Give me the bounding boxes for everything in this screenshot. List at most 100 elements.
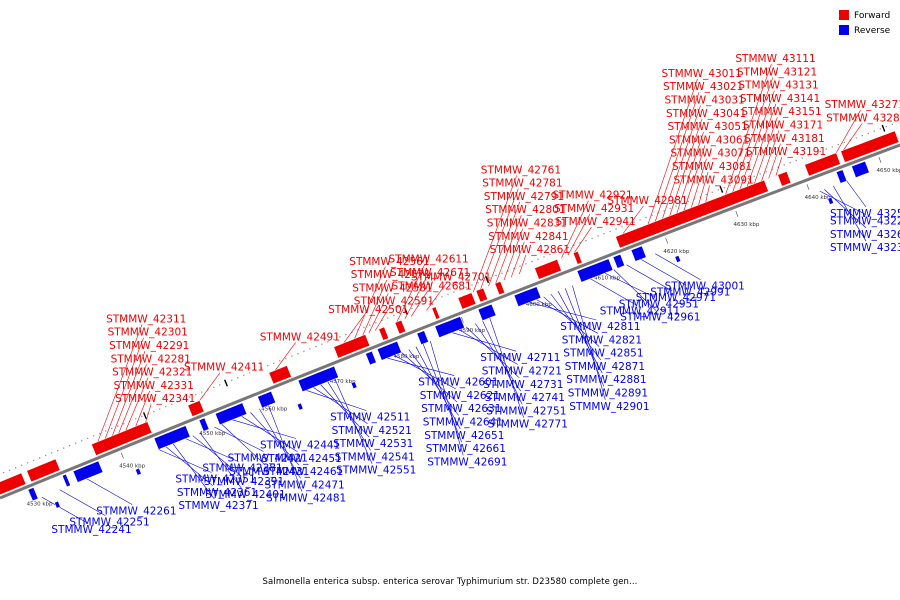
- ring-dot: [201, 391, 203, 393]
- gene-leader-line: [819, 190, 867, 215]
- gene-leader-line: [572, 285, 606, 400]
- forward-gene-label: STMMW_42491: [260, 331, 340, 343]
- forward-gene-label: STMMW_42291: [109, 340, 189, 352]
- scale-tick-label: 4530 kbp: [27, 501, 53, 507]
- forward-gene-label: STMMW_42281: [111, 353, 191, 365]
- scale-tick-label: 4570 kbp: [330, 379, 356, 385]
- gene-blocks: [0, 130, 900, 509]
- ring-dot: [441, 296, 443, 298]
- reverse-gene-block: [416, 330, 429, 345]
- forward-gene-block: [534, 259, 562, 280]
- ring-dot: [867, 132, 869, 135]
- reverse-gene-block: [513, 286, 542, 307]
- reverse-gene-label: STMMW_42511: [330, 412, 410, 424]
- forward-gene-block: [431, 306, 441, 320]
- ring-dot: [843, 141, 845, 144]
- forward-gene-label: STMMW_43111: [735, 53, 815, 65]
- forward-gene-label: STMMW_42301: [108, 327, 188, 339]
- gene-leader-line: [118, 364, 147, 434]
- reverse-gene-block: [153, 425, 191, 450]
- scale-tick-label: 4650 kbp: [877, 168, 900, 174]
- gene-leader-line: [158, 449, 212, 473]
- ring-dot: [375, 322, 377, 324]
- reverse-gene-block: [827, 197, 834, 205]
- ring-dot: [189, 396, 191, 398]
- ring-dot: [435, 298, 437, 300]
- reverse-gene-label: STMMW_42351: [175, 474, 255, 486]
- forward-gene-label: STMMW_42701: [411, 271, 491, 283]
- gene-leader-line: [422, 343, 462, 443]
- legend-forward-label: Forward: [854, 11, 890, 21]
- forward-gene-label: STMMW_43151: [741, 106, 821, 118]
- ring-dot: [885, 125, 887, 128]
- reverse-gene-label: STMMW_42451: [262, 453, 342, 465]
- reverse-gene-block: [198, 417, 210, 432]
- ring-dot: [15, 467, 17, 469]
- ring-dot: [333, 338, 335, 341]
- reverse-gene-block: [365, 350, 377, 366]
- ring-dot: [387, 317, 389, 319]
- ring-dot: [27, 462, 29, 464]
- ring-marker: [485, 276, 490, 284]
- ring-dot: [669, 207, 671, 210]
- gene-leader-line: [567, 213, 591, 256]
- reverse-gene-label: STMMW_42741: [485, 392, 565, 404]
- reverse-gene-label: STMMW_42961: [620, 312, 700, 324]
- ring-dot: [279, 360, 281, 362]
- forward-gene-block: [378, 326, 389, 341]
- reverse-gene-block: [376, 340, 402, 361]
- gene-leader-line: [408, 349, 459, 416]
- ring-dot: [171, 403, 173, 405]
- gene-leader-line: [768, 143, 781, 179]
- reverse-gene-label: STMMW_42851: [563, 348, 643, 360]
- gene-leader-line: [430, 341, 464, 456]
- reverse-gene-label: STMMW_42881: [566, 374, 646, 386]
- ring-dot: [261, 367, 263, 369]
- forward-gene-label: STMMW_42981: [607, 195, 687, 207]
- gene-leader-line: [475, 323, 521, 392]
- ring-dot: [411, 307, 413, 310]
- ring-dot: [525, 263, 527, 265]
- ring-dot: [855, 137, 857, 139]
- forward-gene-label: STMMW_42791: [484, 191, 564, 203]
- forward-gene-block: [777, 171, 792, 187]
- forward-gene-label: STMMW_42561: [349, 256, 429, 268]
- ring-dot: [63, 447, 65, 449]
- forward-gene-label: STMMW_42591: [354, 296, 434, 308]
- forward-gene-label: STMMW_42831: [487, 218, 567, 230]
- reverse-gene-label: STMMW_42471: [265, 479, 345, 491]
- forward-gene-label: STMMW_42331: [114, 380, 194, 392]
- ring-dot: [609, 230, 611, 233]
- ring-dot: [399, 312, 401, 314]
- gene-leader-line: [482, 320, 523, 405]
- gene-leader-line: [221, 423, 266, 466]
- scale-tick-label: 4610 kbp: [594, 276, 620, 282]
- reverse-gene-block: [630, 245, 647, 262]
- ring-dot: [549, 253, 551, 256]
- reverse-gene-label: STMMW_42951: [619, 298, 699, 310]
- reverse-gene-label: STMMW_42441: [260, 440, 340, 452]
- ring-dot: [195, 393, 197, 396]
- reverse-gene-label: STMMW_42461: [263, 466, 343, 478]
- forward-gene-label: STMMW_42571: [351, 269, 431, 281]
- ring-dot: [495, 274, 497, 277]
- reverse-gene-label: STMMW_42911: [600, 306, 680, 318]
- forward-gene-label: STMMW_42671: [390, 267, 470, 279]
- forward-gene-label: STMMW_42941: [556, 216, 636, 228]
- gene-leader-line: [404, 277, 427, 320]
- scale-tick-label: 4560 kbp: [261, 406, 287, 412]
- forward-gene-block: [494, 281, 506, 296]
- gene-leader-line: [466, 326, 520, 379]
- gene-leader-line: [112, 350, 146, 437]
- reverse-gene-label: STMMW_42261: [96, 506, 176, 518]
- forward-gene-block: [475, 287, 488, 303]
- reverse-gene-label: STMMW_42711: [480, 352, 560, 364]
- forward-gene-block: [572, 251, 583, 265]
- reverse-gene-label: STMMW_42771: [488, 419, 568, 431]
- gene-leader-line: [473, 175, 518, 293]
- forward-gene-label: STMMW_43271: [825, 99, 900, 111]
- ring-dot: [183, 398, 185, 401]
- scale-tick-label: 4640 kbp: [805, 195, 831, 201]
- gene-leader-line: [165, 446, 214, 487]
- gene-leader-line: [590, 278, 636, 305]
